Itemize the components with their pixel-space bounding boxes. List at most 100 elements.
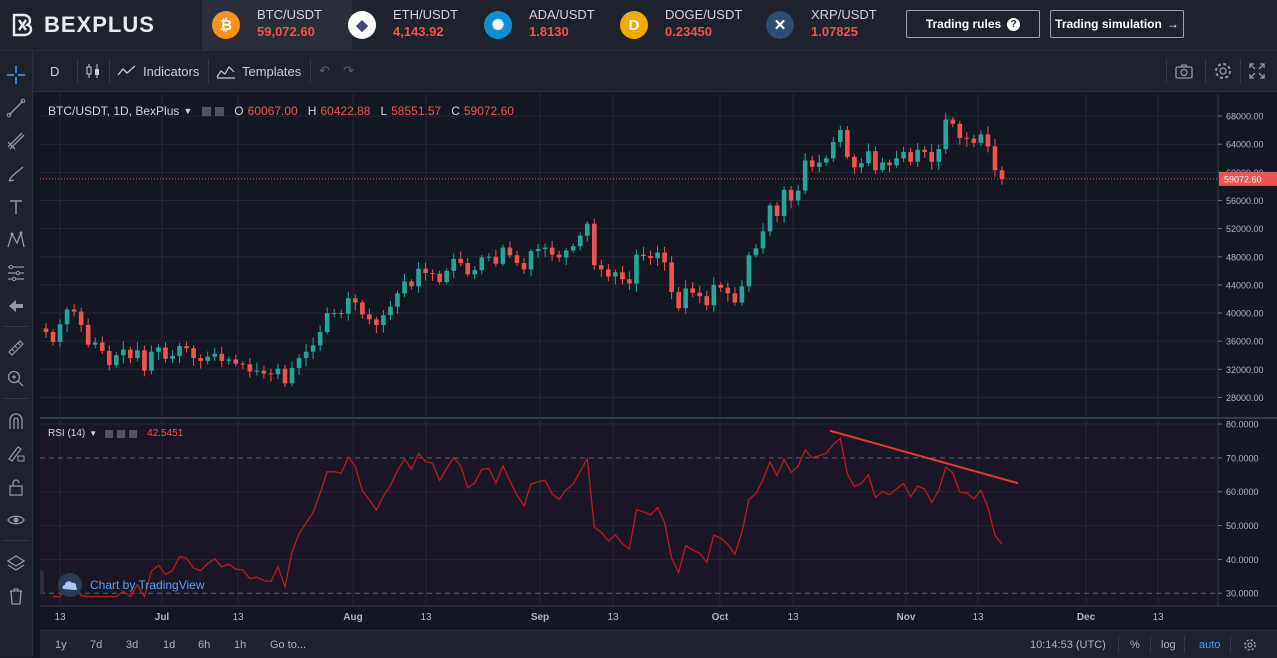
interval-button[interactable]: D [50,51,59,91]
candle-body [451,258,457,271]
fib-icon[interactable] [4,261,28,285]
bottom-toolbar: 1y 7d 3d 1d 6h 1h Go to... 10:14:53 (UTC) % lo… [40,630,1277,658]
undo-button[interactable]: ↶ [319,51,330,91]
candle-body [247,364,253,372]
lock-icon[interactable] [4,475,28,499]
candle-body [43,328,49,333]
time-range-button[interactable]: 7d [90,638,103,651]
ticker-doge[interactable]: D DOGE/USDT 0.23450 [610,0,760,50]
candle-body [416,268,421,287]
candle-body [219,353,225,361]
zoom-icon[interactable] [4,367,28,391]
log-toggle[interactable]: log [1161,631,1176,658]
chart-type-button[interactable] [84,51,102,91]
candle-body [788,189,794,201]
price-tick-label: 52000.00 [1226,224,1264,234]
candle-body [99,342,105,352]
rsi-close-icon[interactable] [129,429,138,438]
candle-body [268,373,274,375]
pitchfork-icon[interactable] [4,129,28,153]
time-range-button[interactable]: 1y [55,638,67,651]
time-range-button[interactable]: Go to... [270,638,307,651]
screenshot-button[interactable] [1174,51,1194,91]
time-range-button[interactable]: 1d [163,638,176,651]
candle-body [802,160,808,191]
candle-body [627,279,632,284]
ticker-xrp[interactable]: ✕ XRP/USDT 1.07825 [756,0,906,50]
help-icon: ? [1007,17,1021,31]
header-divider [208,59,209,83]
rsi-trend-line [829,429,1019,485]
pattern-icon[interactable] [4,228,28,252]
candle-body [113,355,119,366]
scale-settings-button[interactable] [1243,631,1257,658]
ticker-eth[interactable]: ◆ ETH/USDT 4,143.92 [338,0,488,50]
candle-body [233,359,239,364]
percent-label: % [1130,638,1140,651]
eye-icon[interactable] [4,508,28,532]
ruler-icon[interactable] [4,336,28,360]
rsi-pane-bg [40,425,1218,606]
candle-body [500,247,506,264]
legend-l-value: 58551.57 [391,104,442,118]
text-icon[interactable] [4,195,28,219]
utc-clock[interactable]: 10:14:53 (UTC) [1030,631,1106,658]
chevron-down-icon[interactable]: ▼ [89,429,98,438]
ticker-btc[interactable]: ₿ BTC/USDT 59,072.60 [202,0,352,50]
chart-area[interactable]: 13 Jul 13 Aug 13 Sep 13 Oct 13 Nov 13 Dec 13 68000.00… [40,94,1277,630]
magnet-icon[interactable] [4,409,28,433]
rsi-eye-icon[interactable] [105,429,114,438]
auto-toggle[interactable]: auto [1199,631,1220,658]
candle-body [275,368,281,375]
ticker-price: 59,072.60 [257,24,315,39]
crosshair-icon[interactable] [4,63,28,87]
redo-button[interactable]: ↷ [343,51,354,91]
candle-body [915,149,920,162]
indicators-button[interactable]: Indicators [117,51,199,91]
layers-icon[interactable] [4,551,28,575]
legend-h-label: H [307,104,317,118]
ticker-price: 0.23450 [665,24,712,39]
arrow-left-icon[interactable] [4,294,28,318]
candle-body [760,231,766,249]
rsi-settings-icon[interactable] [117,429,126,438]
chevron-down-icon[interactable]: ▼ [183,106,193,116]
settings-button[interactable] [1213,51,1233,91]
candle-body [430,272,435,274]
candle-body [254,370,260,372]
time-tick-label: Sep [531,612,549,623]
legend-settings-icon[interactable] [215,106,225,116]
candles-icon [86,64,99,78]
candle-body [296,358,302,368]
fullscreen-icon [1249,63,1265,79]
candle-body [106,351,112,366]
percent-toggle[interactable]: % [1130,631,1140,658]
fullscreen-button[interactable] [1248,51,1266,91]
candle-body [352,298,358,303]
time-range-button[interactable]: 3d [126,638,139,651]
legend-l-label: L [380,104,388,118]
brush-icon[interactable] [4,162,28,186]
tradingview-watermark[interactable]: Chart by TradingView [58,573,205,597]
candle-body [774,205,780,216]
lock-pencil-icon[interactable] [4,442,28,466]
ticker-ada[interactable]: ✺ ADA/USDT 1.8130 [474,0,624,50]
candle-body [282,368,288,384]
time-range-button[interactable]: 1h [234,638,247,651]
candle-body [887,162,892,166]
trading-rules-button[interactable]: Trading rules ? [906,10,1040,38]
templates-button[interactable]: Templates [216,51,301,91]
legend-title[interactable]: BTC/USDT, 1D, BexPlus [48,104,180,118]
candle-body [338,313,344,315]
rsi-title[interactable]: RSI (14) [48,428,86,439]
trend-line-icon[interactable] [4,96,28,120]
price-tick-label: 64000.00 [1226,140,1264,150]
brand-logo[interactable]: BEXPLUS [10,10,155,40]
time-range-button[interactable]: 6h [198,638,211,651]
trash-icon[interactable] [4,584,28,608]
bottom-divider [1150,636,1151,653]
time-tick-label: 13 [787,612,799,623]
legend-eye-icon[interactable] [202,106,212,116]
trading-simulation-button[interactable]: Trading simulation → [1050,10,1184,38]
redo-icon: ↷ [343,63,354,78]
